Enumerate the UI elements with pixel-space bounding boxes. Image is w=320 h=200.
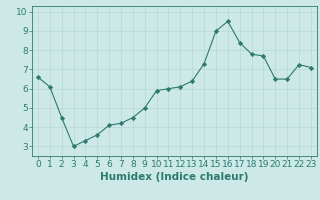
X-axis label: Humidex (Indice chaleur): Humidex (Indice chaleur) [100,172,249,182]
